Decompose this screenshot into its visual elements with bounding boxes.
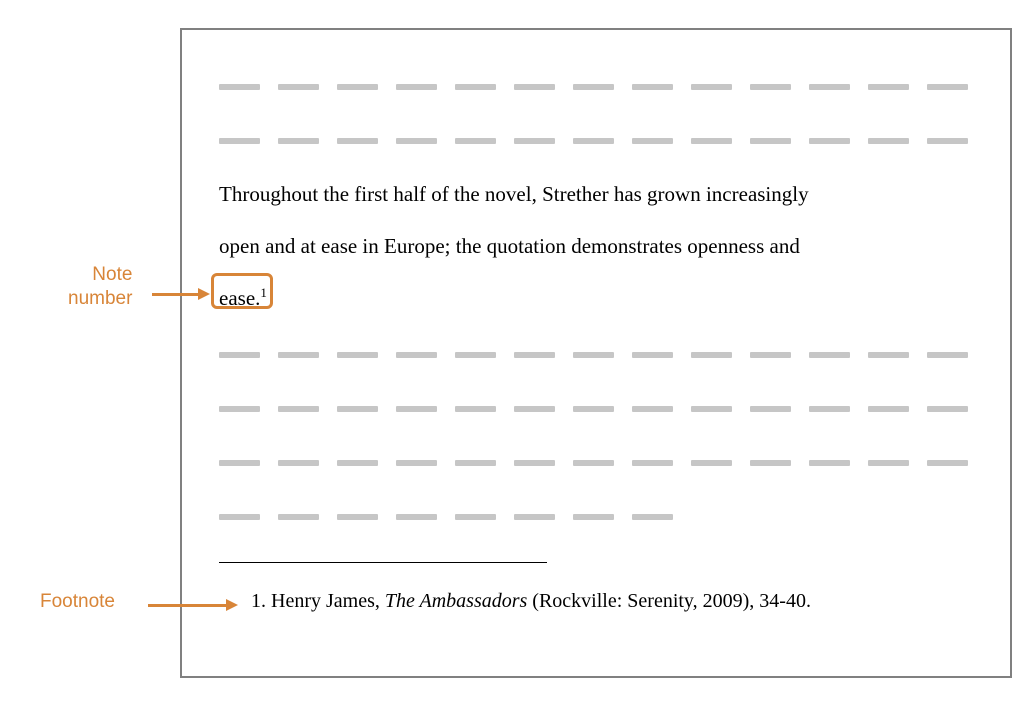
placeholder-dash	[219, 352, 260, 358]
placeholder-dash	[927, 460, 968, 466]
placeholder-dash	[632, 352, 673, 358]
placeholder-dash	[455, 406, 496, 412]
placeholder-dash	[337, 352, 378, 358]
footnote-number: 1.	[251, 590, 266, 612]
placeholder-dash	[455, 514, 496, 520]
body-line: open and at ease in Europe; the quotatio…	[219, 234, 800, 259]
placeholder-dash	[573, 352, 614, 358]
placeholder-dash	[573, 406, 614, 412]
placeholder-dash	[809, 352, 850, 358]
placeholder-row	[219, 406, 968, 412]
placeholder-dash	[750, 138, 791, 144]
placeholder-dash	[927, 406, 968, 412]
placeholder-dash	[927, 138, 968, 144]
footnote-author: Henry James,	[271, 590, 380, 612]
placeholder-dash	[278, 138, 319, 144]
arrow-shaft-icon	[152, 293, 198, 296]
placeholder-dash	[927, 84, 968, 90]
placeholder-dash	[396, 138, 437, 144]
placeholder-dash	[691, 406, 732, 412]
footnote-rest: (Rockville: Serenity, 2009), 34-40.	[532, 590, 811, 612]
placeholder-dash	[337, 84, 378, 90]
placeholder-dash	[514, 406, 555, 412]
placeholder-dash	[750, 460, 791, 466]
placeholder-dash	[219, 460, 260, 466]
placeholder-dash	[868, 460, 909, 466]
placeholder-dash	[750, 352, 791, 358]
placeholder-dash	[337, 514, 378, 520]
placeholder-dash	[573, 138, 614, 144]
placeholder-dash	[278, 84, 319, 90]
placeholder-dash	[691, 460, 732, 466]
placeholder-dash	[809, 406, 850, 412]
placeholder-dash	[514, 84, 555, 90]
placeholder-dash	[219, 84, 260, 90]
placeholder-row	[219, 138, 968, 144]
placeholder-dash	[691, 352, 732, 358]
placeholder-dash	[573, 84, 614, 90]
placeholder-row	[219, 352, 968, 358]
placeholder-dash	[809, 460, 850, 466]
placeholder-dash	[632, 84, 673, 90]
footnote-divider	[219, 562, 547, 563]
placeholder-dash	[691, 138, 732, 144]
placeholder-dash	[396, 514, 437, 520]
annotation-note-line2: number	[68, 287, 132, 311]
arrow-head-icon	[198, 288, 210, 300]
placeholder-dash	[573, 460, 614, 466]
placeholder-dash	[927, 352, 968, 358]
placeholder-row	[219, 84, 968, 90]
placeholder-dash	[632, 138, 673, 144]
placeholder-dash	[514, 138, 555, 144]
placeholder-dash	[632, 514, 673, 520]
placeholder-dash	[573, 514, 614, 520]
placeholder-dash	[219, 406, 260, 412]
annotation-note-line1: Note	[68, 263, 132, 287]
arrow-shaft-icon	[148, 604, 226, 607]
placeholder-dash	[514, 460, 555, 466]
placeholder-dash	[750, 406, 791, 412]
placeholder-dash	[868, 406, 909, 412]
placeholder-dash	[396, 84, 437, 90]
placeholder-dash	[337, 406, 378, 412]
placeholder-dash	[809, 84, 850, 90]
placeholder-dash	[278, 352, 319, 358]
placeholder-dash	[396, 352, 437, 358]
arrow-note-number	[152, 288, 210, 300]
placeholder-row	[219, 460, 968, 466]
annotation-footnote: Footnote	[40, 590, 115, 614]
placeholder-dash	[750, 84, 791, 90]
placeholder-dash	[278, 460, 319, 466]
body-line: Throughout the first half of the novel, …	[219, 182, 809, 207]
placeholder-dash	[455, 84, 496, 90]
annotation-note-number: Note number	[68, 263, 132, 311]
placeholder-dash	[514, 352, 555, 358]
note-number-highlight-box	[211, 273, 273, 309]
placeholder-dash	[514, 514, 555, 520]
placeholder-dash	[868, 84, 909, 90]
placeholder-dash	[219, 138, 260, 144]
footnote-title: The Ambassadors	[385, 590, 527, 612]
placeholder-dash	[219, 514, 260, 520]
placeholder-dash	[632, 460, 673, 466]
placeholder-dash	[691, 84, 732, 90]
placeholder-dash	[396, 406, 437, 412]
placeholder-dash	[278, 514, 319, 520]
annotation-footnote-text: Footnote	[40, 591, 115, 612]
placeholder-dash	[809, 138, 850, 144]
placeholder-dash	[632, 406, 673, 412]
placeholder-row	[219, 514, 673, 520]
placeholder-dash	[455, 138, 496, 144]
placeholder-dash	[337, 460, 378, 466]
placeholder-dash	[337, 138, 378, 144]
placeholder-dash	[455, 352, 496, 358]
footnote-entry: 1. Henry James, The Ambassadors (Rockvil…	[251, 590, 811, 613]
placeholder-dash	[396, 460, 437, 466]
placeholder-dash	[868, 352, 909, 358]
placeholder-dash	[455, 460, 496, 466]
placeholder-dash	[278, 406, 319, 412]
arrow-footnote	[148, 599, 238, 611]
arrow-head-icon	[226, 599, 238, 611]
placeholder-dash	[868, 138, 909, 144]
